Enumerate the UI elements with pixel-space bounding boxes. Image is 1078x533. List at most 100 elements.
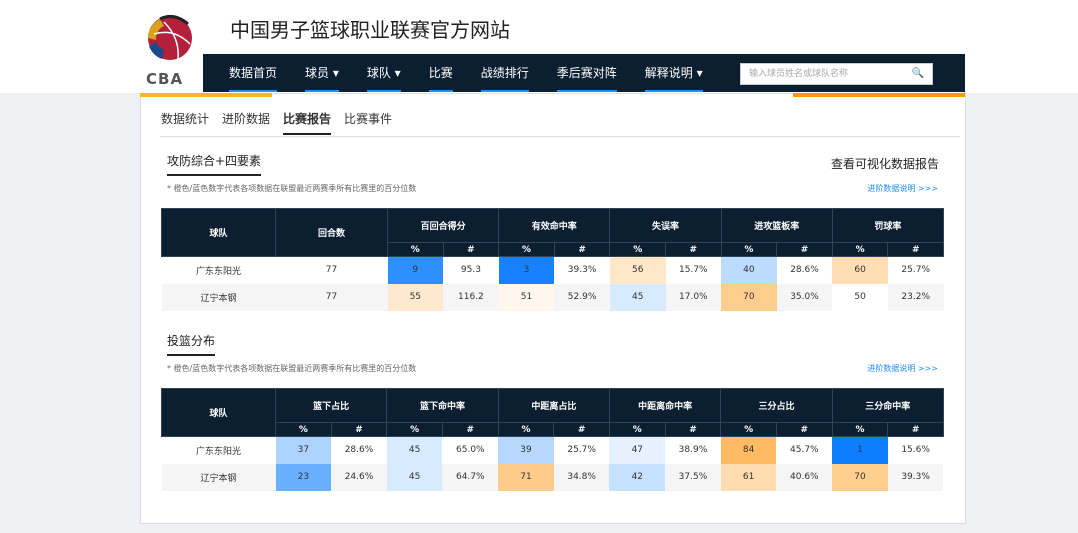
- nav-players[interactable]: 球员 ▾: [305, 54, 339, 92]
- tab-game-events[interactable]: 比赛事件: [344, 112, 393, 126]
- sub-header-value: #: [553, 242, 611, 257]
- sub-header-value: #: [664, 422, 722, 437]
- sub-header-percentile: %: [831, 242, 889, 257]
- tab-stats[interactable]: 数据统计: [161, 112, 210, 126]
- nav-glossary[interactable]: 解释说明 ▾: [644, 54, 703, 92]
- main-nav: 数据首页 球员 ▾ 球队 ▾ 比赛 战绩排行 季后赛对阵 解释说明 ▾: [203, 54, 965, 92]
- value-cell: 25.7%: [567, 445, 596, 456]
- accent-bar-left: [140, 93, 272, 97]
- nav-standings[interactable]: 战绩排行: [480, 54, 529, 92]
- section-title: 攻防综合+四要素: [167, 152, 262, 176]
- percentile-cell: 3: [498, 256, 555, 284]
- value-cell: 34.8%: [553, 463, 610, 491]
- percentile-cell: 70: [832, 463, 888, 491]
- table-row: 广东东阳光 37 28.6% 45 65.0% 39 25.7% 47 38.9% 84 45.7%…: [162, 436, 944, 464]
- advanced-explain-link[interactable]: 进阶数据说明 >>>: [867, 364, 938, 373]
- table-row: 广东东阳光 77 9 95.3 3 39.3% 56 15.7% 40 28.6% 60 25.7%: [162, 256, 944, 284]
- value-cell: 64.7%: [442, 463, 499, 491]
- value-cell: 38.9%: [678, 445, 708, 456]
- col-group-header: 三分占比: [720, 388, 833, 423]
- sub-header-percentile: %: [608, 422, 666, 437]
- nav-teams[interactable]: 球队 ▾: [366, 54, 401, 92]
- percentile-cell: 61: [720, 463, 777, 491]
- percentile-cell: 37: [275, 436, 332, 464]
- site-title: 中国男子篮球职业联赛官方网站: [230, 18, 510, 42]
- value-cell: 35.0%: [776, 283, 833, 311]
- team-name[interactable]: 广东东阳光: [195, 446, 241, 457]
- nav-games[interactable]: 比赛: [428, 54, 453, 92]
- advanced-explain-link[interactable]: 进阶数据说明 >>>: [867, 184, 938, 193]
- sub-header-value: #: [330, 422, 388, 437]
- value-cell: 65.0%: [456, 445, 485, 456]
- col-group-header: 百回合得分: [386, 208, 500, 243]
- shot-distribution-table: 球队 篮下占比 篮下命中率 中距离占比 中距离命中率 三分占比 三分命中率% #% #% #% #%…: [161, 388, 944, 491]
- possessions: 77: [325, 265, 338, 276]
- percentile-cell: 47: [609, 436, 666, 464]
- percentile-cell: 55: [387, 283, 444, 311]
- col-group-header: 失误率: [609, 208, 722, 243]
- percentile-cell: 56: [609, 256, 666, 284]
- search-icon[interactable]: 🔍: [911, 68, 924, 79]
- table-row: 辽宁本钢 23 24.6% 45 64.7% 71 34.8% 42 37.5% 61 40.6% 7…: [161, 463, 944, 491]
- percentile-cell: 84: [720, 436, 777, 464]
- table-row: 辽宁本钢 77 55 116.2 51 52.9% 45 17.0% 70 35.0% 50 23.2…: [161, 283, 944, 311]
- percentile-cell: 50: [832, 283, 888, 311]
- col-group-header: 篮下命中率: [386, 388, 499, 423]
- section-note: * 橙色/蓝色数字代表各项数据在联盟最近两赛季所有比赛里的百分位数: [167, 184, 417, 193]
- value-cell: 15.6%: [901, 445, 930, 456]
- col-group-header: 罚球率: [831, 208, 945, 243]
- sub-header-percentile: %: [498, 242, 555, 257]
- value-cell: 17.0%: [665, 283, 722, 311]
- percentile-cell: 71: [498, 463, 554, 491]
- value-cell: 23.2%: [887, 283, 944, 311]
- value-cell: 39.3%: [887, 463, 944, 491]
- value-cell: 28.6%: [344, 445, 374, 456]
- sub-header-percentile: %: [609, 242, 666, 257]
- percentile-cell: 9: [387, 256, 444, 284]
- value-cell: 116.2: [443, 283, 499, 311]
- value-cell: 45.7%: [790, 445, 819, 456]
- percentile-cell: 45: [386, 436, 443, 464]
- sub-header-value: #: [553, 422, 610, 437]
- team-name[interactable]: 辽宁本钢: [161, 283, 276, 311]
- sub-header-percentile: %: [386, 422, 443, 437]
- sub-header-percentile: %: [831, 422, 889, 437]
- percentile-cell: 60: [832, 256, 888, 284]
- four-factors-table: 球队 回合数 百回合得分 有效命中率 失误率 进攻篮板率 罚球率% #% #% #% #% # 广东东阳…: [161, 208, 945, 311]
- sub-header-value: #: [887, 422, 944, 437]
- percentile-cell: 1: [832, 436, 888, 464]
- sub-header-percentile: %: [275, 422, 332, 437]
- value-cell: 40.6%: [776, 463, 833, 491]
- nav-data-home[interactable]: 数据首页: [229, 54, 278, 92]
- team-name[interactable]: 辽宁本钢: [161, 463, 276, 491]
- sub-header-percentile: %: [497, 422, 555, 437]
- col-group-header: 中距离命中率: [608, 388, 722, 423]
- nav-playoffs[interactable]: 季后赛对阵: [556, 54, 617, 92]
- percentile-cell: 51: [498, 283, 555, 311]
- tab-advanced[interactable]: 进阶数据: [222, 112, 271, 126]
- logo-text: CBA: [146, 70, 184, 88]
- accent-bar-right: [793, 93, 965, 97]
- col-group-header: 三分命中率: [831, 388, 944, 423]
- view-visual-report-link[interactable]: 查看可视化数据报告: [831, 157, 940, 171]
- col-header-possessions: 回合数: [275, 208, 388, 257]
- sub-header-percentile: %: [387, 242, 444, 257]
- value-cell: 24.6%: [331, 463, 387, 491]
- cba-logo[interactable]: [140, 14, 196, 60]
- col-group-header: 中距离占比: [497, 388, 610, 423]
- value-cell: 15.7%: [679, 265, 708, 276]
- percentile-cell: 42: [609, 463, 666, 491]
- percentile-cell: 39: [498, 436, 554, 464]
- value-cell: 28.6%: [790, 265, 819, 276]
- sub-header-value: #: [887, 242, 945, 257]
- sub-header-value: #: [775, 422, 833, 437]
- tab-game-report[interactable]: 比赛报告: [283, 110, 332, 135]
- sub-header-value: #: [441, 422, 499, 437]
- col-group-header: 进攻篮板率: [720, 208, 833, 243]
- possessions: 77: [275, 283, 388, 311]
- percentile-cell: 45: [609, 283, 666, 311]
- value-cell: 25.7%: [901, 265, 930, 276]
- search-input[interactable]: 输入球员姓名或球队名称 🔍: [740, 63, 933, 85]
- team-name[interactable]: 广东东阳光: [195, 266, 241, 277]
- sub-header-value: #: [776, 242, 833, 257]
